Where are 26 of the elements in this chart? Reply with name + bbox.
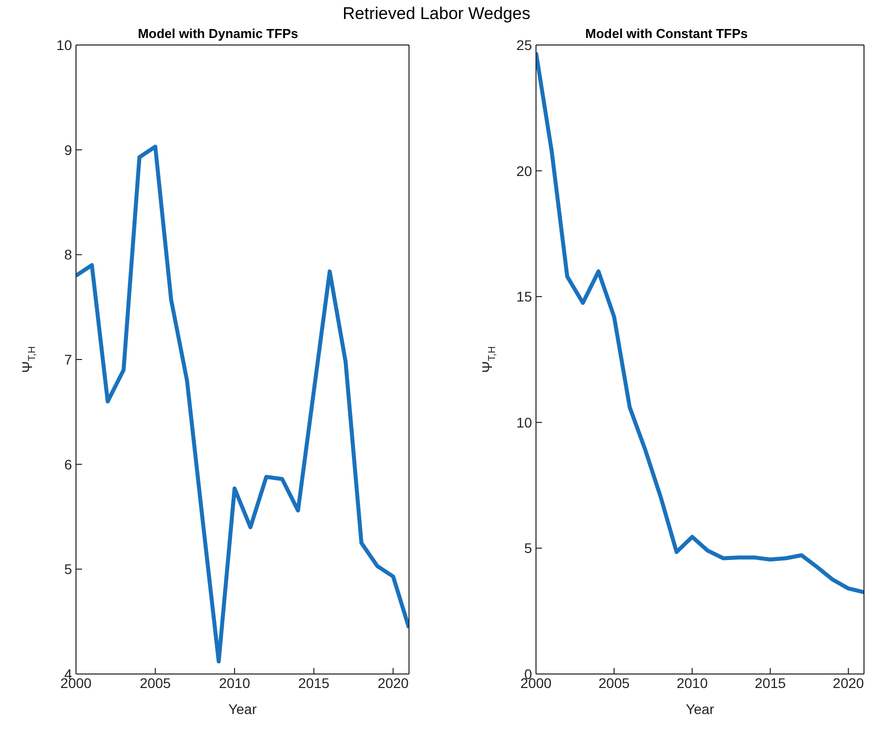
x-tick-label: 2015: [754, 674, 786, 691]
x-axis-title: Year: [686, 701, 714, 717]
y-tick-label: 5: [524, 540, 532, 556]
line-series: [536, 50, 864, 594]
y-tick-label: 9: [64, 142, 72, 158]
y-tick-label: 6: [64, 456, 72, 472]
x-tick-label: 2010: [676, 674, 708, 691]
x-tick-label: 2010: [218, 674, 250, 691]
y-tick-label: 15: [516, 288, 532, 305]
y-tick-label: 10: [56, 36, 72, 53]
y-tick-label: 10: [516, 414, 532, 430]
y-tick-label: 8: [64, 246, 72, 263]
chart-title: Model with Constant TFPs: [585, 26, 748, 41]
y-tick-label: 5: [64, 561, 72, 578]
y-tick-label: 7: [64, 351, 72, 368]
y-tick-label: 20: [516, 162, 532, 179]
x-tick-label: 2020: [378, 674, 409, 691]
line-series: [76, 144, 409, 664]
x-axis-title: Year: [228, 701, 257, 717]
x-tick-label: 2005: [598, 674, 630, 691]
text: Retrieved Labor Wedges: [342, 4, 530, 23]
x-tick-label: 2020: [832, 674, 864, 691]
x-tick-label: 2015: [298, 674, 330, 691]
chart-title: Model with Dynamic TFPs: [138, 26, 298, 41]
x-tick-label: 2005: [140, 674, 172, 691]
y-tick-label: 25: [516, 36, 532, 53]
